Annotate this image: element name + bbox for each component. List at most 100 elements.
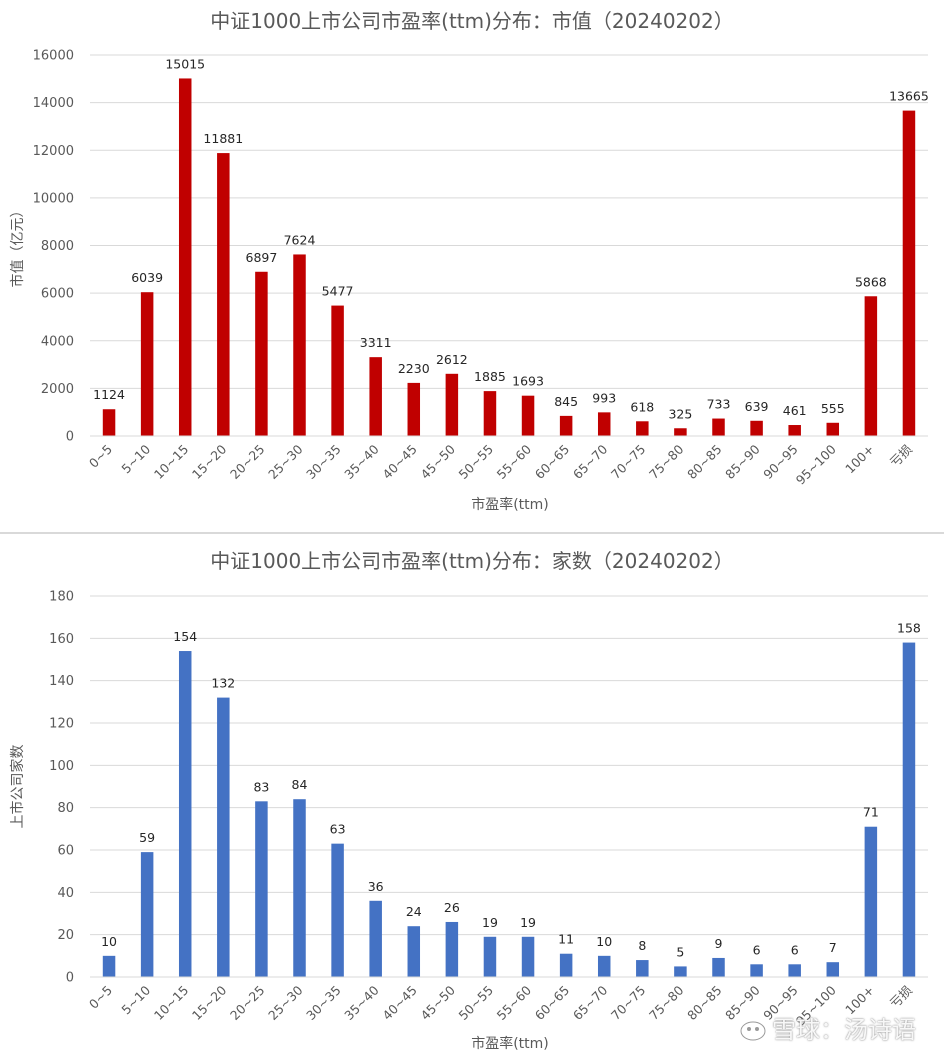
data-label: 5	[676, 944, 684, 959]
x-tick-label: 65~70	[570, 982, 611, 1023]
data-label: 154	[173, 629, 197, 644]
bar	[636, 421, 649, 436]
y-tick-label: 100	[49, 759, 74, 774]
x-tick-label: 5~10	[118, 982, 153, 1017]
y-axis-label: 上市公司家数	[9, 745, 26, 829]
bar	[369, 901, 382, 977]
bar	[750, 421, 763, 436]
y-axis-label: 市值（亿元）	[9, 204, 26, 288]
x-tick-label: 45~50	[417, 441, 458, 482]
data-label: 6	[753, 942, 761, 957]
bar	[141, 852, 154, 977]
y-tick-label: 180	[49, 590, 74, 605]
x-tick-label: 5~10	[118, 441, 153, 476]
y-tick-label: 40	[57, 886, 74, 901]
data-label: 461	[783, 403, 807, 418]
data-label: 24	[406, 904, 422, 919]
bar	[408, 383, 421, 436]
data-label: 2230	[398, 361, 430, 376]
bar	[674, 428, 687, 436]
bar	[865, 296, 878, 436]
x-tick-label: 75~80	[646, 441, 687, 482]
bar	[293, 799, 306, 977]
data-label: 71	[863, 805, 879, 820]
data-label: 19	[520, 915, 536, 930]
y-tick-label: 16000	[33, 49, 74, 64]
data-label: 5868	[855, 274, 887, 289]
data-label: 618	[630, 399, 654, 414]
y-tick-label: 4000	[41, 334, 74, 349]
bar	[369, 357, 382, 436]
y-tick-label: 120	[49, 717, 74, 732]
data-label: 3311	[360, 335, 392, 350]
data-label: 845	[554, 394, 578, 409]
data-label: 13665	[889, 89, 929, 104]
x-tick-label: 60~65	[532, 983, 573, 1024]
bar	[712, 419, 725, 436]
x-tick-label: 10~15	[151, 983, 192, 1024]
x-tick-label: 80~85	[684, 442, 725, 483]
y-tick-label: 14000	[33, 96, 74, 111]
data-label: 325	[668, 406, 692, 421]
x-tick-label: 40~45	[379, 983, 420, 1024]
x-tick-label: 55~60	[494, 982, 535, 1023]
x-tick-label: 65~70	[570, 441, 611, 482]
x-tick-label: 50~55	[456, 442, 497, 483]
data-label: 11881	[203, 131, 243, 146]
x-tick-label: 55~60	[494, 441, 535, 482]
bar	[484, 391, 497, 436]
bar	[750, 964, 763, 977]
x-tick-label: 50~55	[456, 983, 497, 1024]
y-tick-label: 12000	[33, 144, 74, 159]
bar	[255, 272, 268, 436]
x-tick-label: 95~100	[793, 441, 839, 487]
bar	[560, 416, 573, 436]
bar	[522, 937, 535, 977]
data-label: 6897	[246, 250, 278, 265]
data-label: 84	[292, 777, 308, 792]
chart-market-cap: 中证1000上市公司市盈率(ttm)分布：市值（20240202）0200040…	[0, 0, 944, 532]
bar	[103, 956, 116, 977]
data-label: 9	[715, 936, 723, 951]
data-label: 59	[139, 830, 155, 845]
x-tick-label: 15~20	[189, 982, 230, 1023]
bar	[217, 698, 230, 977]
data-label: 83	[253, 779, 269, 794]
bar	[293, 254, 306, 436]
data-label: 555	[821, 401, 845, 416]
x-tick-label: 35~40	[341, 441, 382, 482]
x-tick-label: 0~5	[86, 442, 115, 471]
data-label: 1124	[93, 387, 125, 402]
data-label: 6039	[131, 270, 163, 285]
x-axis-label: 市盈率(ttm)	[471, 496, 549, 513]
bar	[598, 956, 611, 977]
x-tick-label: 70~75	[608, 983, 649, 1024]
bar	[903, 111, 916, 436]
data-label: 1693	[512, 374, 544, 389]
y-tick-label: 6000	[41, 287, 74, 302]
bar	[827, 423, 840, 436]
data-label: 10	[101, 934, 117, 949]
data-label: 10	[596, 934, 612, 949]
y-tick-label: 60	[57, 844, 74, 859]
y-tick-label: 2000	[41, 382, 74, 397]
data-label: 11	[558, 932, 574, 947]
bar	[446, 374, 459, 436]
bar	[179, 651, 192, 977]
bar	[712, 958, 725, 977]
xueqiu-snowball-icon	[738, 1018, 768, 1042]
data-label: 993	[592, 390, 616, 405]
y-tick-label: 10000	[33, 191, 74, 206]
x-tick-label: 70~75	[608, 442, 649, 483]
data-label: 63	[330, 822, 346, 837]
x-tick-label: 85~90	[722, 441, 763, 482]
watermark: 雪球：汤诗语	[738, 1010, 916, 1045]
bar	[103, 409, 116, 436]
bar	[636, 960, 649, 977]
data-label: 8	[638, 938, 646, 953]
x-tick-label: 30~35	[303, 442, 344, 483]
x-tick-label: 100+	[842, 442, 877, 477]
data-label: 2612	[436, 352, 468, 367]
